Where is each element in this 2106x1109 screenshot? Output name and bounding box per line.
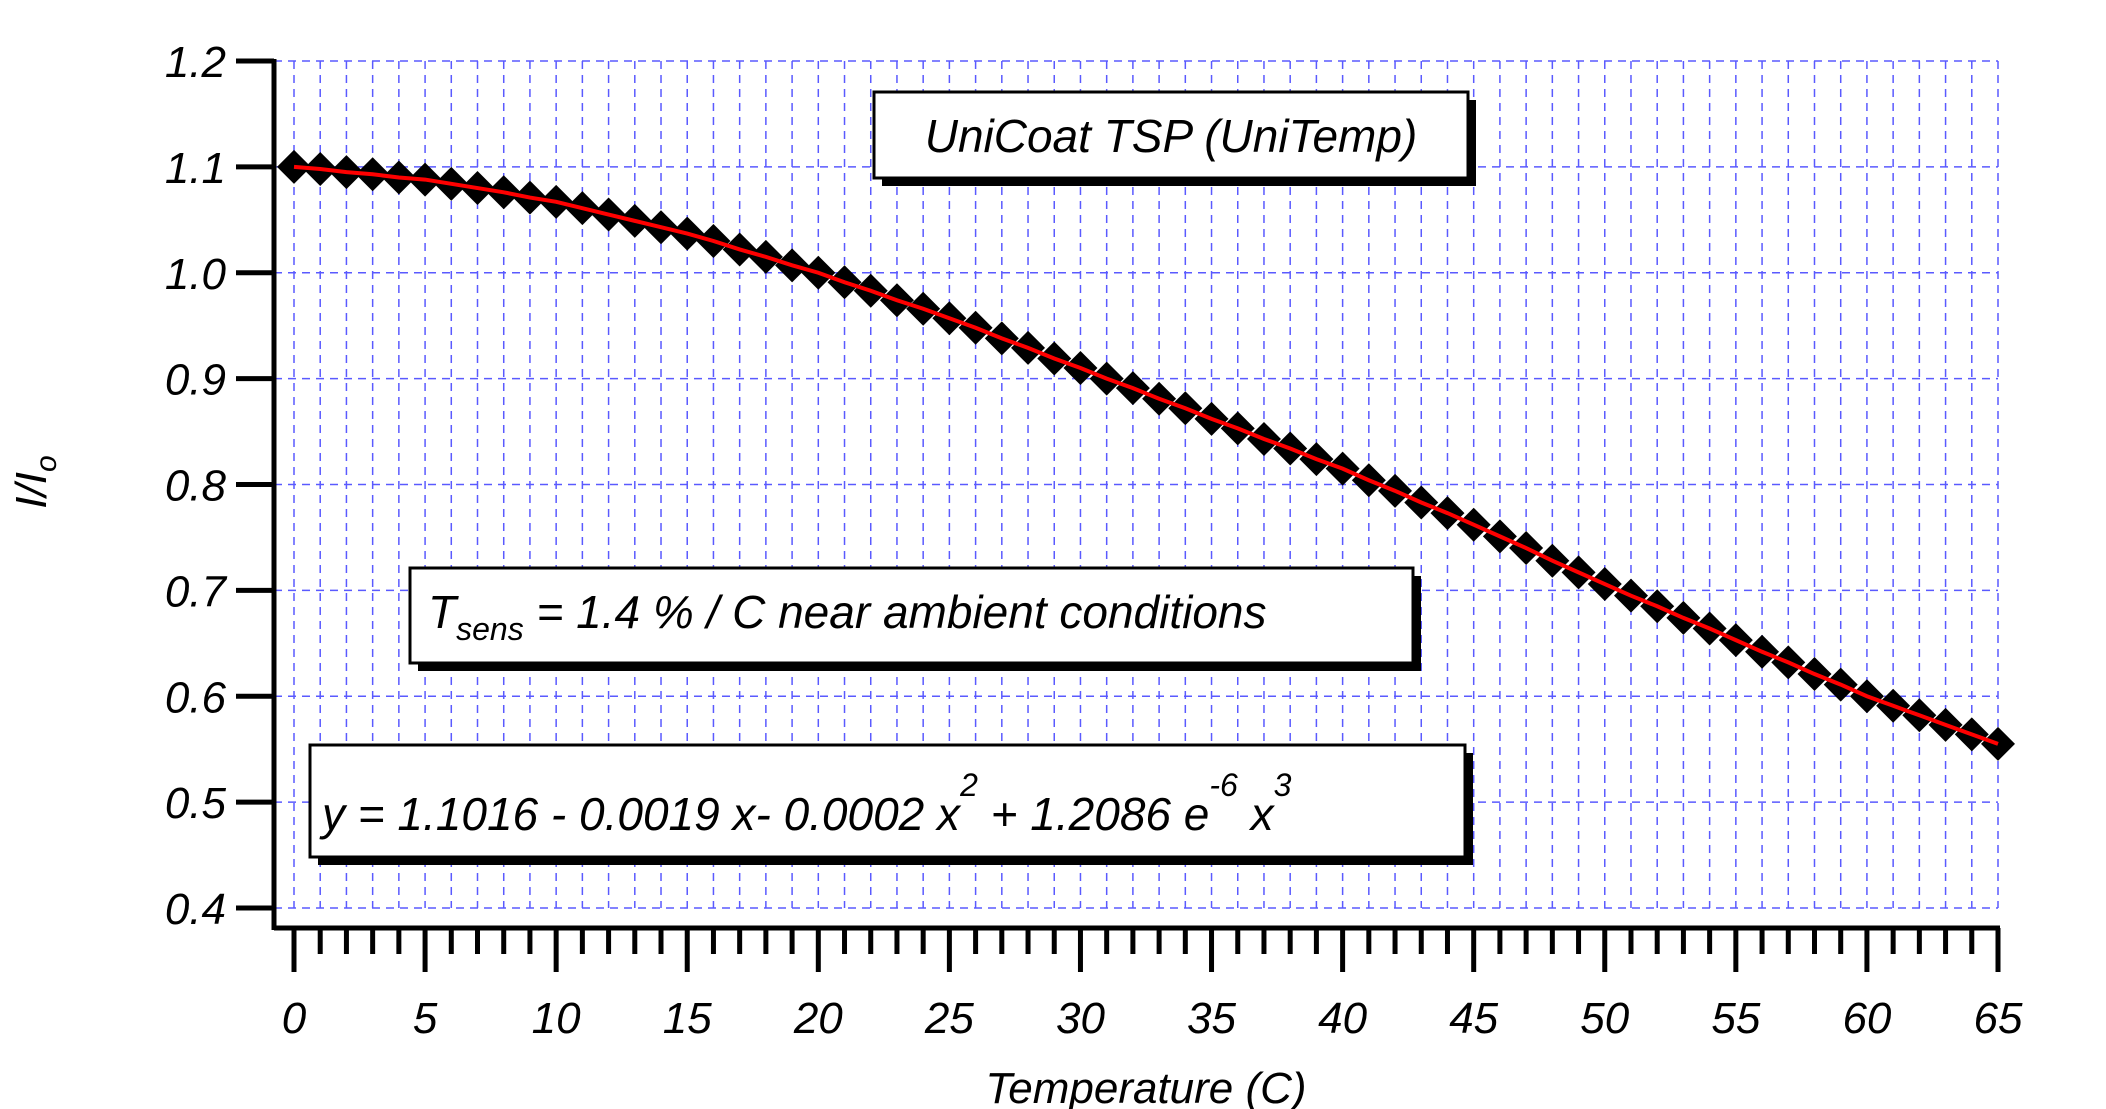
x-tick-label: 30 bbox=[1056, 994, 1105, 1043]
x-ticks: 0 5 10 15 20 25 30 35 40 45 50 55 60 65 bbox=[282, 928, 2023, 1043]
sensitivity-annotation: Tsens = 1.4 % / C near ambient condition… bbox=[408, 566, 1421, 671]
y-axis-label: I/Io bbox=[7, 455, 63, 508]
tsens-text: = 1.4 % / C near ambient conditions bbox=[524, 586, 1267, 638]
x-tick-label: 55 bbox=[1711, 994, 1760, 1043]
svg-text:y = 1.1016 - 0.0019 x- 0.0002: y = 1.1016 - 0.0019 x- 0.0002 x2 + 1.208… bbox=[319, 767, 1292, 840]
svg-text:I/Io: I/Io bbox=[7, 455, 63, 508]
x-tick-label: 60 bbox=[1842, 994, 1891, 1043]
equation-exponent-3: 3 bbox=[1274, 767, 1292, 803]
equation-exponent-2: -6 bbox=[1209, 767, 1238, 803]
y-tick-label: 1.0 bbox=[165, 250, 227, 299]
y-tick-label: 0.8 bbox=[165, 462, 227, 511]
tsens-subscript: sens bbox=[456, 611, 524, 647]
title-annotation: UniCoat TSP (UniTemp) bbox=[872, 90, 1476, 186]
y-axis-label-sub: o bbox=[30, 455, 63, 472]
y-axis-label-main: I/I bbox=[7, 472, 56, 509]
equation-exponent-1: 2 bbox=[959, 767, 978, 803]
x-tick-label: 10 bbox=[532, 994, 581, 1043]
x-tick-label: 45 bbox=[1449, 994, 1498, 1043]
x-tick-label: 15 bbox=[663, 994, 712, 1043]
axes bbox=[271, 59, 2000, 931]
tsens-symbol: T bbox=[428, 586, 459, 638]
y-tick-label: 1.1 bbox=[165, 144, 226, 193]
y-tick-label: 0.4 bbox=[165, 885, 226, 934]
y-tick-label: 0.5 bbox=[165, 779, 227, 828]
equation-part-1: y = 1.1016 - 0.0019 x- 0.0002 x bbox=[319, 788, 962, 840]
y-tick-label: 0.6 bbox=[165, 673, 227, 722]
y-tick-label: 0.9 bbox=[165, 356, 226, 405]
x-tick-label: 20 bbox=[793, 994, 843, 1043]
x-tick-label: 50 bbox=[1580, 994, 1629, 1043]
fit-line bbox=[293, 164, 1999, 746]
fit-equation-annotation: y = 1.1016 - 0.0019 x- 0.0002 x2 + 1.208… bbox=[308, 743, 1473, 865]
x-tick-label: 0 bbox=[282, 994, 307, 1043]
x-tick-label: 5 bbox=[413, 994, 438, 1043]
x-axis-label: Temperature (C) bbox=[985, 1064, 1306, 1109]
x-tick-label: 65 bbox=[1974, 994, 2023, 1043]
equation-part-3: x bbox=[1238, 788, 1276, 840]
svg-text:Tsens = 1.4 % / C near ambient: Tsens = 1.4 % / C near ambient condition… bbox=[428, 586, 1267, 647]
y-tick-label: 0.7 bbox=[165, 567, 228, 616]
y-ticks: 0.4 0.5 0.6 0.7 0.8 0.9 1.0 1.1 1.2 bbox=[165, 38, 274, 934]
equation-part-2: + 1.2086 e bbox=[978, 788, 1209, 840]
x-tick-label: 40 bbox=[1318, 994, 1367, 1043]
x-tick-label: 25 bbox=[924, 994, 974, 1043]
x-tick-label: 35 bbox=[1187, 994, 1236, 1043]
y-tick-label: 1.2 bbox=[165, 38, 226, 87]
title-text: UniCoat TSP (UniTemp) bbox=[925, 110, 1418, 162]
